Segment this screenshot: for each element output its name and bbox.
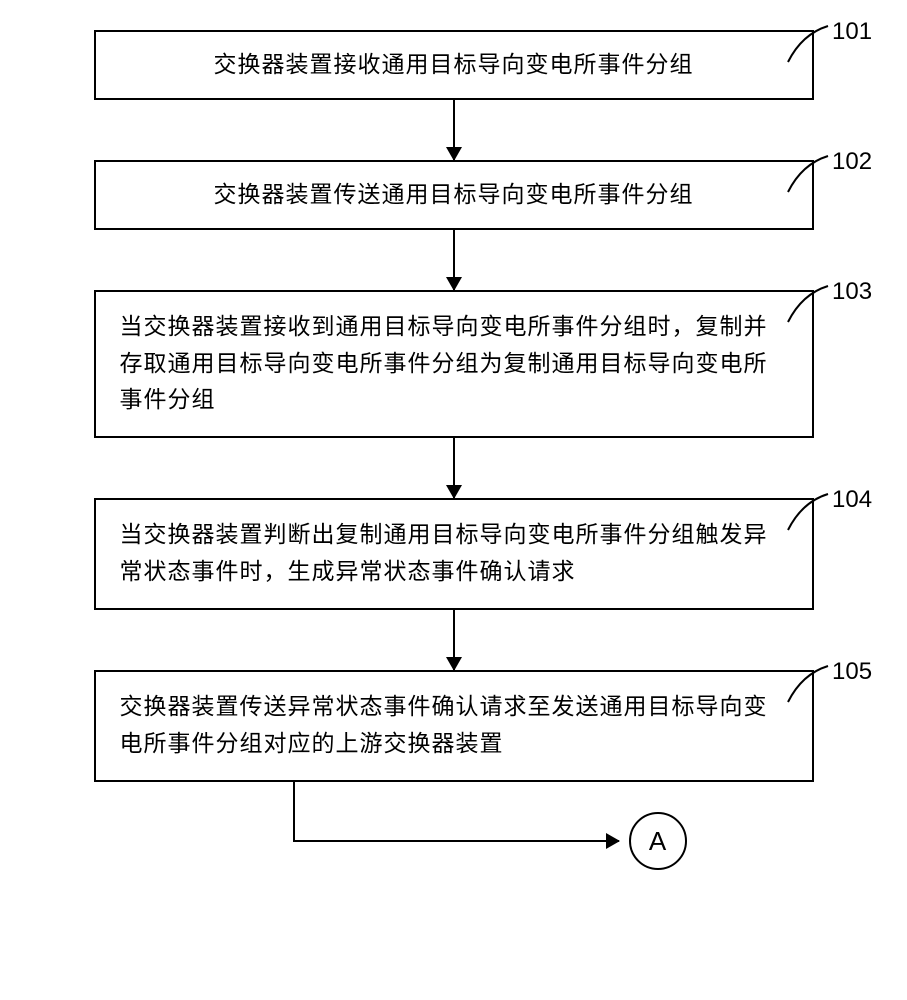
node-text: 交换器装置传送通用目标导向变电所事件分组 bbox=[214, 177, 694, 214]
node-wrap-104: 当交换器装置判断出复制通用目标导向变电所事件分组触发异常状态事件时，生成异常状态… bbox=[0, 498, 907, 610]
node-text: 交换器装置传送异常状态事件确认请求至发送通用目标导向变电所事件分组对应的上游交换… bbox=[120, 689, 788, 763]
process-node-105: 交换器装置传送异常状态事件确认请求至发送通用目标导向变电所事件分组对应的上游交换… bbox=[94, 670, 814, 782]
node-label-105: 105 bbox=[832, 658, 872, 686]
arrow-icon bbox=[453, 610, 455, 670]
process-node-104: 当交换器装置判断出复制通用目标导向变电所事件分组触发异常状态事件时，生成异常状态… bbox=[94, 498, 814, 610]
label-curve-icon bbox=[788, 286, 832, 326]
connector-vertical bbox=[293, 782, 295, 842]
node-label-103: 103 bbox=[832, 278, 872, 306]
node-text: 当交换器装置判断出复制通用目标导向变电所事件分组触发异常状态事件时，生成异常状态… bbox=[120, 517, 788, 591]
connector-horizontal bbox=[293, 840, 619, 842]
node-label-102: 102 bbox=[832, 148, 872, 176]
process-node-102: 交换器装置传送通用目标导向变电所事件分组 bbox=[94, 160, 814, 230]
process-node-101: 交换器装置接收通用目标导向变电所事件分组 bbox=[94, 30, 814, 100]
node-wrap-102: 交换器装置传送通用目标导向变电所事件分组 102 bbox=[0, 160, 907, 230]
node-label-101: 101 bbox=[832, 18, 872, 46]
arrow-icon bbox=[453, 438, 455, 498]
arrow-icon bbox=[453, 100, 455, 160]
node-label-104: 104 bbox=[832, 486, 872, 514]
node-wrap-105: 交换器装置传送异常状态事件确认请求至发送通用目标导向变电所事件分组对应的上游交换… bbox=[0, 670, 907, 782]
flowchart-container: 交换器装置接收通用目标导向变电所事件分组 101 交换器装置传送通用目标导向变电… bbox=[0, 30, 907, 867]
node-text: 当交换器装置接收到通用目标导向变电所事件分组时，复制并存取通用目标导向变电所事件… bbox=[120, 309, 788, 419]
elbow-connector: A bbox=[0, 782, 907, 867]
label-curve-icon bbox=[788, 666, 832, 706]
terminal-label: A bbox=[649, 826, 666, 857]
terminal-a: A bbox=[629, 812, 687, 870]
label-curve-icon bbox=[788, 156, 832, 196]
label-curve-icon bbox=[788, 494, 832, 534]
node-wrap-101: 交换器装置接收通用目标导向变电所事件分组 101 bbox=[0, 30, 907, 100]
label-curve-icon bbox=[788, 26, 832, 66]
node-wrap-103: 当交换器装置接收到通用目标导向变电所事件分组时，复制并存取通用目标导向变电所事件… bbox=[0, 290, 907, 438]
process-node-103: 当交换器装置接收到通用目标导向变电所事件分组时，复制并存取通用目标导向变电所事件… bbox=[94, 290, 814, 438]
node-text: 交换器装置接收通用目标导向变电所事件分组 bbox=[214, 47, 694, 84]
arrow-icon bbox=[453, 230, 455, 290]
